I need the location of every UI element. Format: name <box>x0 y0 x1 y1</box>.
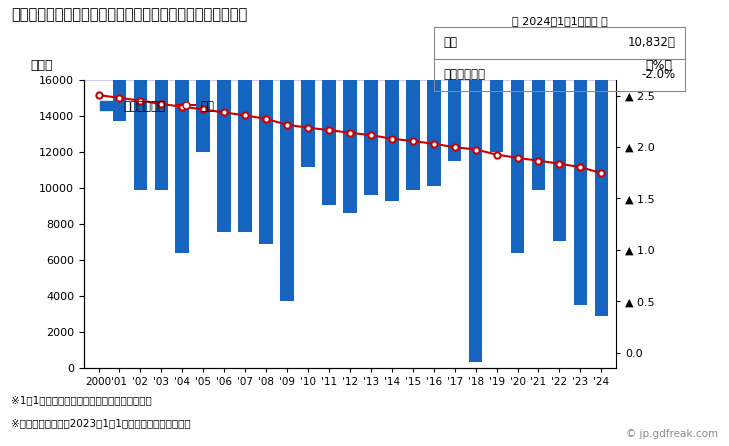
Text: 人口: 人口 <box>444 36 458 50</box>
Bar <box>531 80 545 190</box>
Text: 栗山町の人口の推移　（住民基本台帳ベース、日本人住民）: 栗山町の人口の推移 （住民基本台帳ベース、日本人住民） <box>11 7 247 22</box>
Bar <box>238 80 252 232</box>
Bar <box>406 80 420 190</box>
Bar <box>280 80 294 301</box>
Bar <box>322 80 336 205</box>
Bar <box>343 80 356 213</box>
Text: （%）: （%） <box>645 59 672 72</box>
Text: （人）: （人） <box>30 59 52 72</box>
Legend: 対前年増加率, 人口: 対前年増加率, 人口 <box>95 95 219 117</box>
Bar <box>113 80 126 120</box>
Bar <box>385 80 399 201</box>
Text: ※1月1日時点の外国人を除く日本人住民人口。: ※1月1日時点の外国人を除く日本人住民人口。 <box>11 395 152 405</box>
Bar <box>511 80 524 253</box>
Bar <box>217 80 231 232</box>
Text: © jp.gdfreak.com: © jp.gdfreak.com <box>626 429 718 439</box>
Text: -2.0%: -2.0% <box>641 68 675 82</box>
Bar <box>260 80 273 244</box>
Bar <box>176 80 189 253</box>
Bar <box>301 80 315 166</box>
Text: ※市区町村の場合は2023年1月1日時点の市区町村境界。: ※市区町村の場合は2023年1月1日時点の市区町村境界。 <box>11 418 190 428</box>
Bar <box>155 80 168 190</box>
Bar <box>574 80 587 305</box>
Bar <box>448 80 461 161</box>
Bar <box>595 80 608 316</box>
Bar <box>553 80 566 241</box>
Bar <box>364 80 378 195</box>
Bar <box>196 80 210 152</box>
Bar <box>469 80 483 362</box>
Bar <box>133 80 147 190</box>
Text: 【 2024年1月1日時点 】: 【 2024年1月1日時点 】 <box>512 16 607 25</box>
Bar <box>427 80 440 186</box>
Text: 対前年増減率: 対前年増減率 <box>444 68 486 82</box>
Bar <box>490 80 504 152</box>
Text: 10,832人: 10,832人 <box>628 36 675 50</box>
